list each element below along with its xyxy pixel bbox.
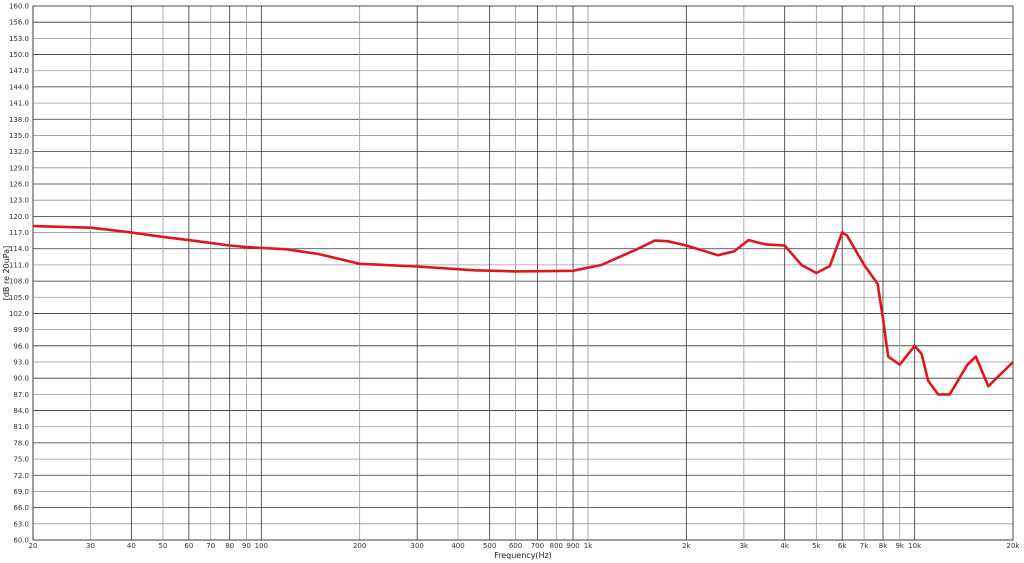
x-tick-label: 3k <box>740 542 749 550</box>
x-tick-label: 700 <box>531 542 544 550</box>
x-tick-label: 9k <box>895 542 904 550</box>
y-tick-label: 150.0 <box>9 51 29 59</box>
x-tick-label: 20k <box>1007 542 1021 550</box>
y-tick-label: 72.0 <box>13 472 29 480</box>
y-tick-label: 144.0 <box>9 83 29 91</box>
y-tick-label: 120.0 <box>9 213 29 221</box>
y-tick-label: 135.0 <box>9 132 29 140</box>
x-tick-label: 1k <box>584 542 593 550</box>
x-tick-label: 300 <box>411 542 424 550</box>
x-tick-label: 2k <box>682 542 691 550</box>
y-tick-label: 81.0 <box>13 423 29 431</box>
y-tick-label: 138.0 <box>9 116 29 124</box>
x-tick-label: 90 <box>242 542 251 550</box>
y-tick-label: 141.0 <box>9 100 29 108</box>
x-tick-label: 800 <box>550 542 563 550</box>
y-tick-label: 132.0 <box>9 148 29 156</box>
y-tick-label: 114.0 <box>9 245 29 253</box>
x-tick-label: 500 <box>483 542 496 550</box>
x-tick-label: 60 <box>184 542 193 550</box>
x-axis-label: Frequency(Hz) <box>494 551 552 560</box>
x-tick-label: 6k <box>838 542 847 550</box>
x-tick-label: 900 <box>566 542 579 550</box>
y-tick-label: 63.0 <box>13 520 29 528</box>
x-tick-label: 50 <box>159 542 168 550</box>
y-tick-label: 156.0 <box>9 19 29 27</box>
y-tick-label: 153.0 <box>9 35 29 43</box>
series-line <box>32 224 1014 396</box>
x-tick-label: 5k <box>812 542 821 550</box>
x-tick-label: 4k <box>780 542 789 550</box>
y-tick-labels: 160.0 156.0 153.0 150.0 147.0 144.0 141.0 138.0… <box>9 3 29 545</box>
y-tick-label: 84.0 <box>13 407 29 415</box>
x-tick-label: 40 <box>127 542 136 550</box>
y-tick-label: 147.0 <box>9 67 29 75</box>
x-tick-label: 7k <box>860 542 869 550</box>
y-tick-label: 129.0 <box>9 164 29 172</box>
y-tick-label: 105.0 <box>9 294 29 302</box>
x-tick-label: 400 <box>451 542 464 550</box>
y-axis-label: [dB re 20uPa] <box>2 246 11 301</box>
y-tick-label: 111.0 <box>9 261 29 269</box>
x-tick-label: 8k <box>879 542 888 550</box>
x-tick-label: 600 <box>509 542 522 550</box>
y-tick-label: 99.0 <box>13 326 29 334</box>
y-tick-label: 60.0 <box>13 537 29 545</box>
x-tick-label: 200 <box>353 542 366 550</box>
y-tick-label: 75.0 <box>13 456 29 464</box>
x-tick-label: 10k <box>908 542 922 550</box>
x-tick-label: 70 <box>206 542 215 550</box>
plot-border <box>32 5 1014 541</box>
y-tick-label: 78.0 <box>13 439 29 447</box>
y-tick-label: 126.0 <box>9 181 29 189</box>
y-tick-label: 96.0 <box>13 342 29 350</box>
y-tick-label: 66.0 <box>13 504 29 512</box>
x-tick-label: 20 <box>29 542 38 550</box>
y-tick-label: 102.0 <box>9 310 29 318</box>
y-tick-label: 108.0 <box>9 278 29 286</box>
y-tick-label: 123.0 <box>9 197 29 205</box>
grid <box>32 5 1014 541</box>
x-tick-label: 30 <box>86 542 95 550</box>
x-tick-labels: 20 30 40 50 60 70 80 90 100 200 300 400 500 600 700 800… <box>29 542 1021 550</box>
y-tick-label: 160.0 <box>9 3 29 11</box>
y-tick-label: 93.0 <box>13 359 29 367</box>
x-tick-label: 100 <box>255 542 268 550</box>
y-tick-label: 117.0 <box>9 229 29 237</box>
y-tick-label: 90.0 <box>13 375 29 383</box>
y-tick-label: 69.0 <box>13 488 29 496</box>
x-tick-label: 80 <box>225 542 234 550</box>
y-tick-label: 87.0 <box>13 391 29 399</box>
